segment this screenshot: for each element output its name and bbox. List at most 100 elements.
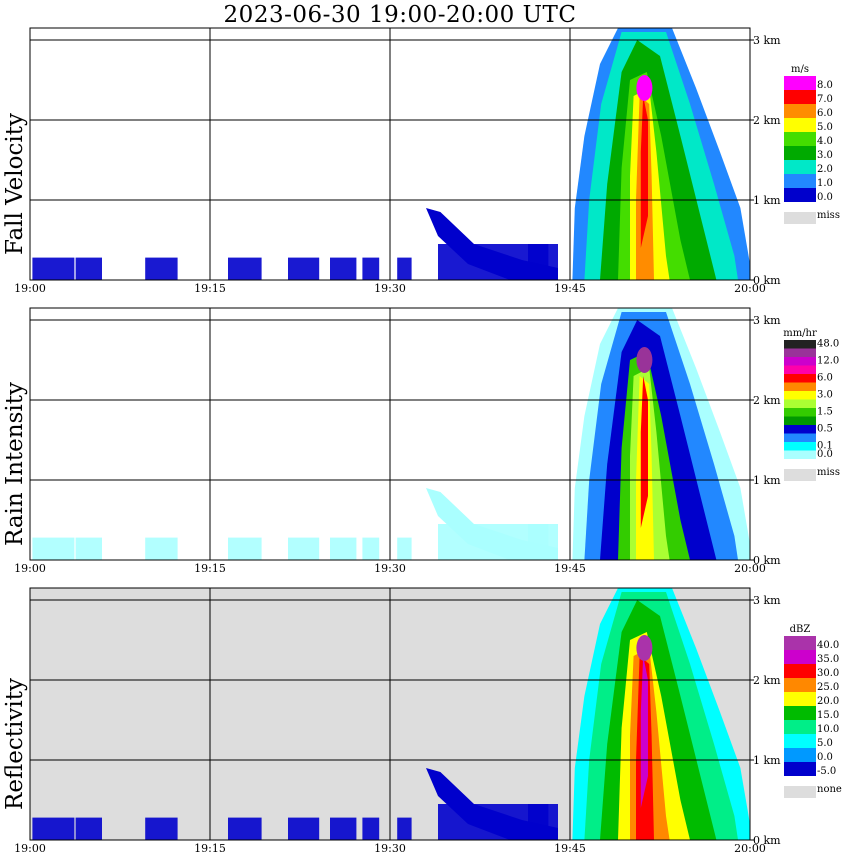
- reflectivity-light-echo-7: [362, 817, 380, 840]
- fall-velocity-legend-missing-label: miss: [817, 210, 840, 221]
- rain-intensity-legend-label: 1.5: [817, 407, 833, 418]
- fall-velocity-legend-missing-swatch: [784, 212, 816, 224]
- rain-intensity-y-tick-label: 2 km: [753, 394, 781, 407]
- reflectivity-storm-echo-7: [640, 656, 648, 808]
- reflectivity-y-axis-label: Reflectivity: [2, 678, 28, 810]
- reflectivity-legend-swatch: [784, 748, 816, 762]
- fall-velocity-panel: 19:00 19:15 19:30 19:45 20:000 km 1 km 2 km 3 k…: [2, 27, 840, 295]
- fall-velocity-drizzle-band: [426, 208, 558, 280]
- fall-velocity-legend-swatch: [784, 104, 816, 118]
- rain-intensity-legend-swatch: [784, 340, 816, 349]
- reflectivity-legend-swatch: [784, 692, 816, 706]
- reflectivity-legend-swatch: [784, 720, 816, 734]
- rain-intensity-light-echo-1: [32, 537, 75, 560]
- reflectivity-legend-swatch: [784, 678, 816, 692]
- reflectivity-x-tick-label: 20:00: [734, 842, 766, 855]
- reflectivity-x-tick-label: 19:45: [554, 842, 586, 855]
- rain-intensity-x-tick-label: 19:30: [374, 562, 406, 575]
- fall-velocity-storm-core: [636, 75, 653, 101]
- fall-velocity-legend-swatch: [784, 146, 816, 160]
- reflectivity-panel: 19:00 19:15 19:30 19:45 20:000 km 1 km 2 km 3 k…: [2, 587, 842, 855]
- rain-intensity-legend-swatch: [784, 382, 816, 391]
- reflectivity-y-tick-label: 0 km: [753, 834, 781, 847]
- reflectivity-legend-label: 15.0: [817, 710, 839, 721]
- reflectivity-legend-label: -5.0: [817, 766, 836, 777]
- rain-intensity-y-tick-label: 0 km: [753, 554, 781, 567]
- reflectivity-legend-label: 0.0: [817, 752, 833, 763]
- fall-velocity-legend-swatch: [784, 174, 816, 188]
- reflectivity-drizzle-band: [426, 768, 558, 840]
- fall-velocity-x-tick-label: 20:00: [734, 282, 766, 295]
- fall-velocity-legend-swatch: [784, 160, 816, 174]
- rain-intensity-legend-swatch: [784, 357, 816, 366]
- rain-intensity-legend-label: 6.0: [817, 373, 833, 384]
- reflectivity-light-echo-1: [32, 817, 75, 840]
- reflectivity-light-echo-5: [288, 817, 320, 840]
- fall-velocity-legend-swatch: [784, 118, 816, 132]
- rain-intensity-legend-label: 48.0: [817, 339, 839, 350]
- fall-velocity-y-tick-label: 0 km: [753, 274, 781, 287]
- fall-velocity-legend-swatch: [784, 188, 816, 202]
- fall-velocity-legend-label: 7.0: [817, 94, 833, 105]
- fall-velocity-y-axis-label: Fall Velocity: [2, 113, 28, 255]
- rain-intensity-drizzle-band: [426, 488, 558, 560]
- rain-intensity-light-echo-5: [288, 537, 320, 560]
- fall-velocity-legend-label: 6.0: [817, 108, 833, 119]
- fall-velocity-light-echo-7: [362, 257, 380, 280]
- rain-intensity-light-echo-7: [362, 537, 380, 560]
- fall-velocity-y-tick-label: 1 km: [753, 194, 781, 207]
- reflectivity-light-echo-3: [145, 817, 178, 840]
- fall-velocity-x-tick-label: 19:00: [14, 282, 46, 295]
- fall-velocity-legend-swatch: [784, 132, 816, 146]
- rain-intensity-light-echo-4: [228, 537, 262, 560]
- rain-intensity-legend-label: 0.1: [817, 441, 833, 452]
- rain-intensity-legend-swatch: [784, 348, 816, 357]
- reflectivity-legend-swatch: [784, 762, 816, 776]
- reflectivity-light-echo-6: [330, 817, 357, 840]
- reflectivity-legend-swatch: [784, 734, 816, 748]
- rain-intensity-legend-swatch: [784, 425, 816, 434]
- reflectivity-storm-core: [636, 635, 653, 661]
- reflectivity-legend-missing-label: none: [817, 784, 842, 795]
- fall-velocity-x-tick-label: 19:30: [374, 282, 406, 295]
- reflectivity-x-tick-label: 19:00: [14, 842, 46, 855]
- fall-velocity-legend-swatch: [784, 76, 816, 90]
- rain-intensity-x-tick-label: 19:15: [194, 562, 226, 575]
- fall-velocity-legend-label: 8.0: [817, 80, 833, 91]
- fall-velocity-legend-unit: m/s: [791, 64, 809, 75]
- rain-intensity-panel: 19:00 19:15 19:30 19:45 20:000 km 1 km 2 km 3 k…: [2, 307, 840, 575]
- rain-intensity-light-echo-8: [397, 537, 412, 560]
- fall-velocity-light-echo-2: [75, 257, 102, 280]
- fall-velocity-legend-label: 1.0: [817, 178, 833, 189]
- rain-intensity-legend-swatch: [784, 416, 816, 425]
- rain-intensity-y-axis-label: Rain Intensity: [2, 382, 28, 546]
- fall-velocity-light-echo-6: [330, 257, 357, 280]
- rain-intensity-legend-swatch: [784, 365, 816, 374]
- rain-intensity-legend-swatch: [784, 391, 816, 400]
- reflectivity-y-tick-label: 1 km: [753, 754, 781, 767]
- reflectivity-legend-label: 30.0: [817, 668, 839, 679]
- fall-velocity-light-echo-1: [32, 257, 75, 280]
- reflectivity-frame: [29, 587, 751, 841]
- reflectivity-legend-unit: dBZ: [790, 624, 811, 635]
- rain-intensity-legend-swatch: [784, 450, 816, 459]
- reflectivity-x-tick-label: 19:30: [374, 842, 406, 855]
- fall-velocity-light-echo-8: [397, 257, 412, 280]
- reflectivity-legend-label: 20.0: [817, 696, 839, 707]
- rain-intensity-y-tick-label: 1 km: [753, 474, 781, 487]
- reflectivity-legend-label: 35.0: [817, 654, 839, 665]
- rain-intensity-y-tick-label: 3 km: [753, 314, 781, 327]
- rain-intensity-storm-core: [636, 347, 653, 373]
- fall-velocity-light-echo-3: [145, 257, 178, 280]
- rain-intensity-legend-unit: mm/hr: [783, 328, 817, 339]
- reflectivity-legend-swatch: [784, 636, 816, 650]
- reflectivity-y-tick-label: 2 km: [753, 674, 781, 687]
- fall-velocity-legend-label: 0.0: [817, 192, 833, 203]
- fall-velocity-x-tick-label: 19:45: [554, 282, 586, 295]
- fall-velocity-legend-label: 5.0: [817, 122, 833, 133]
- rain-intensity-legend-label: 0.5: [817, 424, 833, 435]
- reflectivity-legend-label: 10.0: [817, 724, 839, 735]
- rain-intensity-legend-missing-swatch: [784, 469, 816, 481]
- reflectivity-x-tick-label: 19:15: [194, 842, 226, 855]
